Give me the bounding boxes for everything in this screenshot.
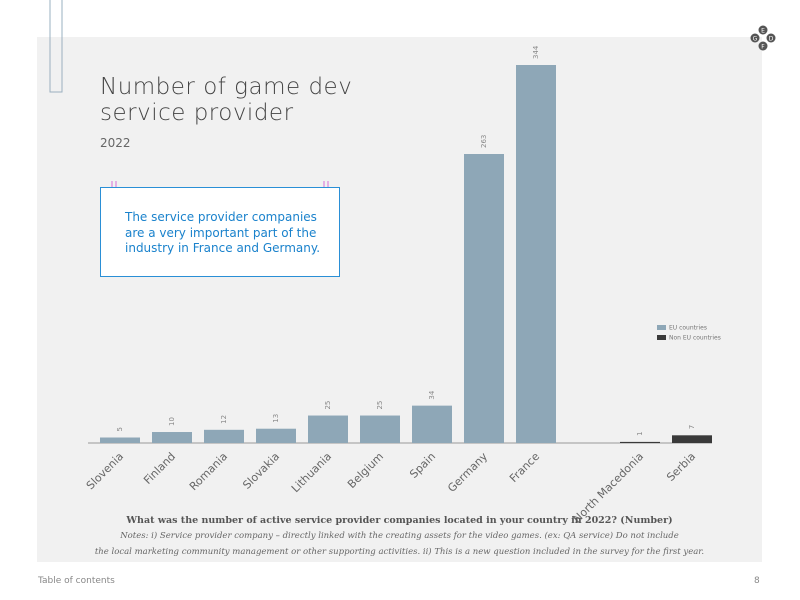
value-label: 12 [220,415,228,424]
value-label: 25 [376,401,384,410]
logo: E G D F [750,25,776,51]
page-number: 8 [754,576,760,586]
value-label: 7 [688,425,696,429]
value-label: 263 [480,135,488,148]
bar [308,415,348,443]
value-label: 344 [532,45,540,59]
legend-label: EU countries [669,325,707,332]
logo-letter: F [761,44,765,51]
x-tick-label: Finland [141,450,178,487]
question: What was the number of active service pr… [126,515,673,526]
bar [256,428,296,443]
bar [672,435,712,443]
decor-line [49,0,63,93]
value-label: 1 [636,431,644,435]
bar [204,429,244,443]
value-label: 25 [324,401,332,410]
bar [412,405,452,443]
panel [37,37,762,562]
x-tick-label: Belgium [345,450,386,491]
logo-letter: E [761,28,765,35]
x-tick-label: France [507,450,542,485]
bar [152,432,192,443]
x-tick-label: Spain [407,450,438,481]
x-tick-label: Slovenia [84,450,126,492]
value-label: 34 [428,390,436,399]
x-tick-label: Germany [445,450,490,495]
x-tick-label: Slovakia [240,450,282,492]
x-tick-label: Lithuania [289,450,334,495]
x-tick-label: Serbia [664,450,698,484]
x-tick-label: Romania [187,450,230,493]
legend-label: Non EU countries [669,335,721,342]
chart-subtitle: 2022 [100,136,131,150]
bar [100,437,140,443]
legend-swatch [657,325,666,330]
value-label: 10 [168,417,176,426]
annotation: The service provider companies are a ver… [100,187,340,277]
bar [516,65,556,443]
chart-title: Number of game dev service provider [100,74,353,126]
bar [360,415,400,443]
notes-line: the local marketing community management… [94,547,705,557]
value-label: 13 [272,414,280,423]
toc-link[interactable]: Table of contents [38,576,115,586]
bar [620,441,660,443]
logo-letter: G [753,36,758,43]
logo-letter: D [769,36,774,43]
bar [464,154,504,444]
notes-line: Notes: i) Service provider company – dir… [120,531,679,541]
legend-swatch [657,335,666,340]
value-label: 5 [116,427,124,431]
